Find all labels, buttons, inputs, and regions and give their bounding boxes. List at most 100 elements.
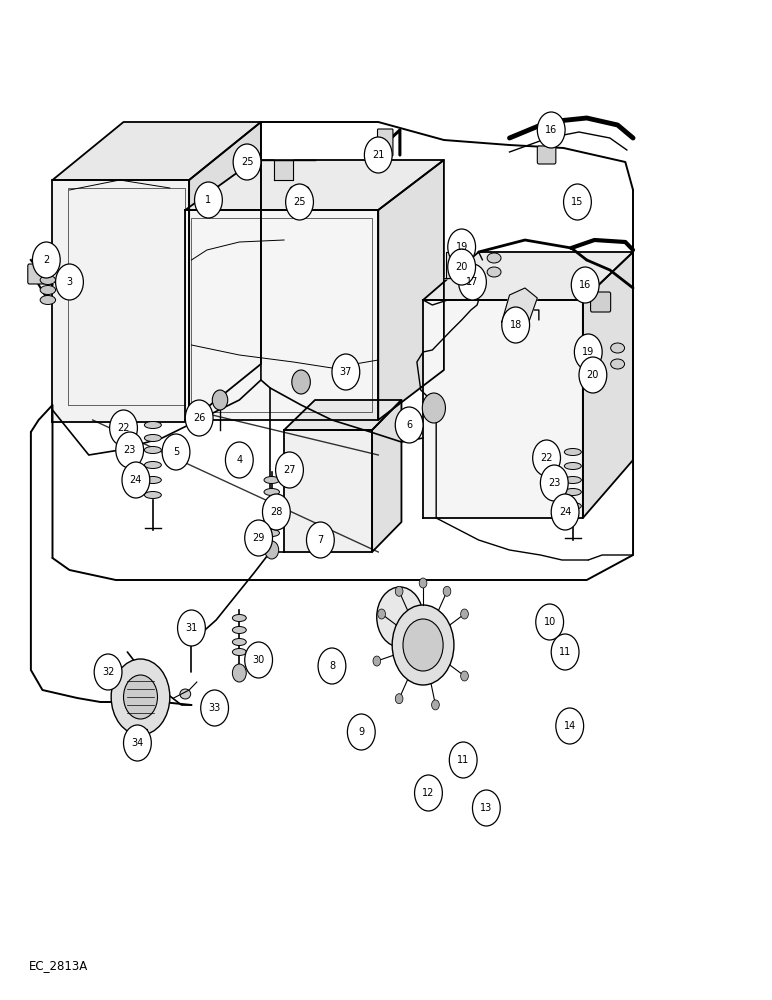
Text: 37: 37 [340, 367, 352, 377]
FancyBboxPatch shape [238, 151, 256, 173]
Circle shape [286, 184, 313, 220]
Circle shape [134, 729, 144, 741]
Ellipse shape [232, 639, 246, 646]
Circle shape [403, 619, 443, 671]
Text: 17: 17 [466, 277, 479, 287]
Polygon shape [284, 430, 372, 552]
Circle shape [318, 648, 346, 684]
Circle shape [472, 790, 500, 826]
Circle shape [419, 578, 427, 588]
Polygon shape [378, 160, 444, 420]
Ellipse shape [169, 452, 183, 458]
Ellipse shape [264, 477, 279, 484]
Polygon shape [583, 252, 633, 518]
Text: 23: 23 [548, 478, 560, 488]
Ellipse shape [40, 286, 56, 294]
Circle shape [122, 462, 150, 498]
Ellipse shape [144, 491, 161, 498]
Circle shape [432, 700, 439, 710]
Circle shape [579, 357, 607, 393]
Ellipse shape [144, 462, 161, 468]
Text: 10: 10 [543, 617, 556, 627]
FancyBboxPatch shape [28, 264, 48, 284]
FancyBboxPatch shape [378, 129, 393, 156]
Text: 22: 22 [117, 423, 130, 433]
Circle shape [245, 642, 273, 678]
Circle shape [574, 334, 602, 370]
Ellipse shape [232, 614, 246, 621]
Circle shape [459, 264, 486, 300]
Polygon shape [52, 122, 261, 180]
Circle shape [276, 452, 303, 488]
Polygon shape [372, 400, 401, 552]
Circle shape [364, 137, 392, 173]
Circle shape [332, 354, 360, 390]
Ellipse shape [564, 488, 581, 495]
FancyBboxPatch shape [537, 146, 556, 164]
Circle shape [232, 664, 246, 682]
Ellipse shape [264, 502, 279, 508]
Circle shape [347, 714, 375, 750]
Text: 12: 12 [422, 788, 435, 798]
Circle shape [178, 610, 205, 646]
Text: 31: 31 [185, 623, 198, 633]
Text: 22: 22 [540, 453, 553, 463]
Text: 26: 26 [193, 413, 205, 423]
Circle shape [201, 690, 229, 726]
Ellipse shape [232, 648, 246, 656]
Ellipse shape [611, 359, 625, 369]
Ellipse shape [169, 442, 183, 448]
Ellipse shape [180, 689, 191, 699]
Circle shape [377, 587, 423, 647]
Ellipse shape [40, 275, 56, 284]
Circle shape [448, 229, 476, 265]
Text: 25: 25 [293, 197, 306, 207]
Text: 11: 11 [457, 755, 469, 765]
Text: 5: 5 [173, 447, 179, 457]
Text: 29: 29 [252, 533, 265, 543]
Ellipse shape [564, 448, 581, 456]
Circle shape [306, 522, 334, 558]
Text: 25: 25 [241, 157, 253, 167]
Circle shape [540, 465, 568, 501]
Circle shape [422, 393, 445, 423]
Circle shape [185, 400, 213, 436]
Circle shape [461, 671, 469, 681]
Text: 16: 16 [545, 125, 557, 135]
Ellipse shape [564, 477, 581, 484]
Text: 24: 24 [559, 507, 571, 517]
Text: 11: 11 [559, 647, 571, 657]
Circle shape [94, 654, 122, 690]
Circle shape [265, 541, 279, 559]
Circle shape [162, 434, 190, 470]
Text: 33: 33 [208, 703, 221, 713]
Polygon shape [52, 180, 189, 422]
Ellipse shape [264, 516, 279, 524]
Circle shape [571, 267, 599, 303]
Circle shape [212, 390, 228, 410]
Circle shape [56, 264, 83, 300]
Text: 34: 34 [131, 738, 144, 748]
Text: 32: 32 [102, 667, 114, 677]
Text: 7: 7 [317, 535, 323, 545]
Circle shape [395, 586, 403, 596]
Circle shape [502, 307, 530, 343]
Text: 20: 20 [455, 262, 468, 272]
Circle shape [564, 184, 591, 220]
Polygon shape [274, 160, 293, 180]
Text: 27: 27 [283, 465, 296, 475]
Ellipse shape [611, 343, 625, 353]
Circle shape [443, 586, 451, 596]
Circle shape [378, 609, 385, 619]
Polygon shape [444, 252, 462, 278]
Text: 21: 21 [372, 150, 384, 160]
Ellipse shape [264, 488, 279, 495]
Ellipse shape [40, 296, 56, 304]
Circle shape [124, 675, 157, 719]
Circle shape [292, 370, 310, 394]
Circle shape [533, 440, 560, 476]
Circle shape [415, 775, 442, 811]
FancyBboxPatch shape [591, 292, 611, 312]
Polygon shape [185, 160, 444, 210]
Text: 30: 30 [252, 655, 265, 665]
